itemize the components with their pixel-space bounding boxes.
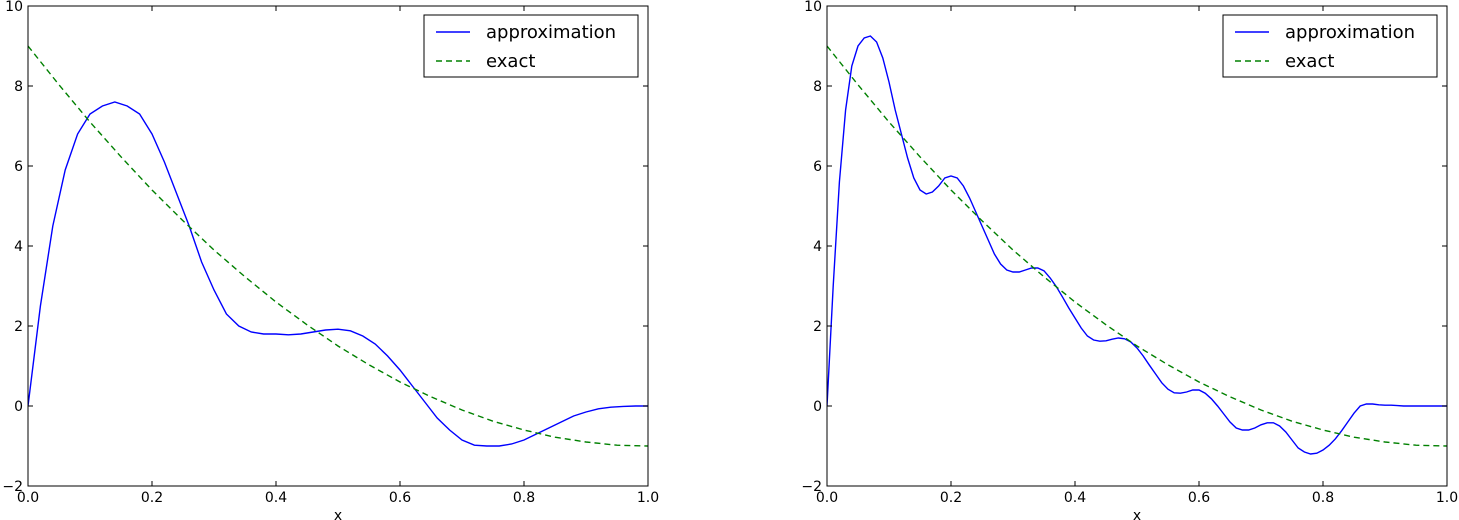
y-tick-label: 2: [14, 319, 23, 335]
x-tick-label: 0.8: [513, 490, 535, 506]
x-tick-label: 1.0: [637, 490, 659, 506]
y-tick-label: 2: [813, 319, 822, 335]
plot-area: [827, 6, 1447, 486]
y-tick-label: 0: [813, 399, 822, 415]
y-tick-label: 8: [14, 79, 23, 95]
legend: approximation exact: [1222, 14, 1438, 78]
x-tick-label: 0.8: [1312, 490, 1334, 506]
x-tick-label: 0.2: [940, 490, 962, 506]
x-tick-label: 0.0: [17, 490, 39, 506]
legend-label: approximation: [486, 22, 616, 43]
series-line-approximation: [827, 35, 1447, 455]
y-tick-label: 0: [14, 399, 23, 415]
left-chart-panel: 0.0 0.2 0.4 0.6 0.8 1.0 −2 0 2 4 6 8 10 x approximatio…: [2, 0, 659, 520]
x-tick-label: 0.2: [141, 490, 163, 506]
plot-frame: [27, 5, 649, 487]
x-tick-label: 1.0: [1436, 490, 1458, 506]
legend-box: [1222, 14, 1438, 78]
y-tick-label: 10: [5, 0, 23, 15]
series-line-exact: [28, 45, 648, 447]
x-tick-label: 0.0: [816, 490, 838, 506]
legend-label: approximation: [1285, 22, 1415, 43]
y-tick-label: 6: [14, 159, 23, 175]
y-tick-label: 4: [813, 239, 822, 255]
y-tick-label: −2: [2, 479, 23, 495]
x-tick-label: 0.4: [1064, 490, 1086, 506]
x-axis-title: x: [1133, 508, 1141, 520]
y-tick-label: 8: [813, 79, 822, 95]
legend-label: exact: [486, 51, 535, 72]
y-tick-label: 10: [804, 0, 822, 15]
x-tick-label: 0.6: [1188, 490, 1210, 506]
series-line-exact: [827, 45, 1447, 447]
right-chart-panel: 0.0 0.2 0.4 0.6 0.8 1.0 −2 0 2 4 6 8 10 x approximatio…: [801, 0, 1458, 520]
plot-area: [28, 6, 648, 486]
legend: approximation exact: [423, 14, 639, 78]
y-tick-label: 4: [14, 239, 23, 255]
x-tick-label: 0.4: [265, 490, 287, 506]
x-tick-label: 0.6: [389, 490, 411, 506]
series-line-approximation: [28, 101, 648, 447]
plot-frame: [826, 5, 1448, 487]
x-axis-title: x: [334, 508, 342, 520]
legend-box: [423, 14, 639, 78]
y-tick-label: −2: [801, 479, 822, 495]
y-tick-label: 6: [813, 159, 822, 175]
legend-label: exact: [1285, 51, 1334, 72]
